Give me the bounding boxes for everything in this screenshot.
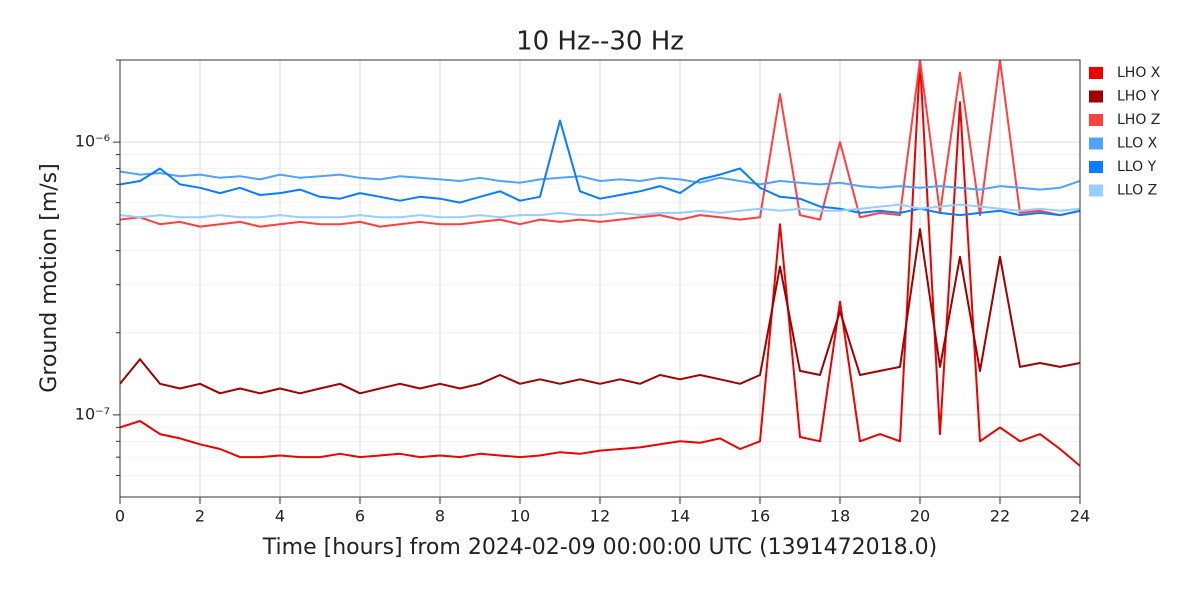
x-tick-label: 22 — [990, 507, 1010, 526]
x-tick-label: 10 — [510, 507, 530, 526]
y-tick-label: 10⁻⁷ — [75, 404, 110, 423]
legend-label: LHO X — [1117, 65, 1161, 81]
series-line — [120, 228, 1080, 395]
legend-swatch — [1089, 90, 1103, 103]
series-line — [120, 203, 1080, 219]
chart-title: 10 Hz--30 Hz — [516, 27, 684, 57]
x-tick-label: 18 — [830, 507, 850, 526]
x-tick-label: 4 — [275, 507, 285, 526]
x-tick-label: 8 — [435, 507, 445, 526]
x-tick-label: 20 — [910, 507, 930, 526]
legend-swatch — [1089, 114, 1103, 126]
legend-label: LLO Z — [1117, 183, 1157, 199]
x-tick-label: 2 — [195, 507, 205, 526]
plot-frame — [119, 59, 1081, 498]
series-line — [120, 170, 1080, 191]
legend-label: LHO Y — [1117, 89, 1160, 105]
series-line — [120, 60, 1080, 467]
legend-label: LLO Y — [1117, 159, 1157, 175]
legend-label: LLO X — [1117, 136, 1158, 152]
y-tick-label: 10⁻⁶ — [75, 132, 110, 151]
x-axis-label: Time [hours] from 2024-02-09 00:00:00 UT… — [262, 535, 937, 560]
legend-swatch — [1089, 184, 1103, 197]
x-tick-label: 16 — [750, 507, 770, 526]
x-tick-label: 14 — [670, 507, 690, 526]
legend-swatch — [1089, 137, 1103, 150]
y-axis-label: Ground motion [m/s] — [37, 163, 62, 392]
x-tick-label: 24 — [1070, 507, 1090, 526]
x-tick-label: 12 — [590, 507, 610, 526]
series-line — [120, 60, 1080, 228]
x-tick-label: 0 — [115, 507, 125, 526]
legend-label: LHO Z — [1117, 112, 1160, 128]
legend-swatch — [1089, 161, 1103, 173]
legend-swatch — [1089, 67, 1103, 79]
x-tick-label: 6 — [355, 507, 365, 526]
